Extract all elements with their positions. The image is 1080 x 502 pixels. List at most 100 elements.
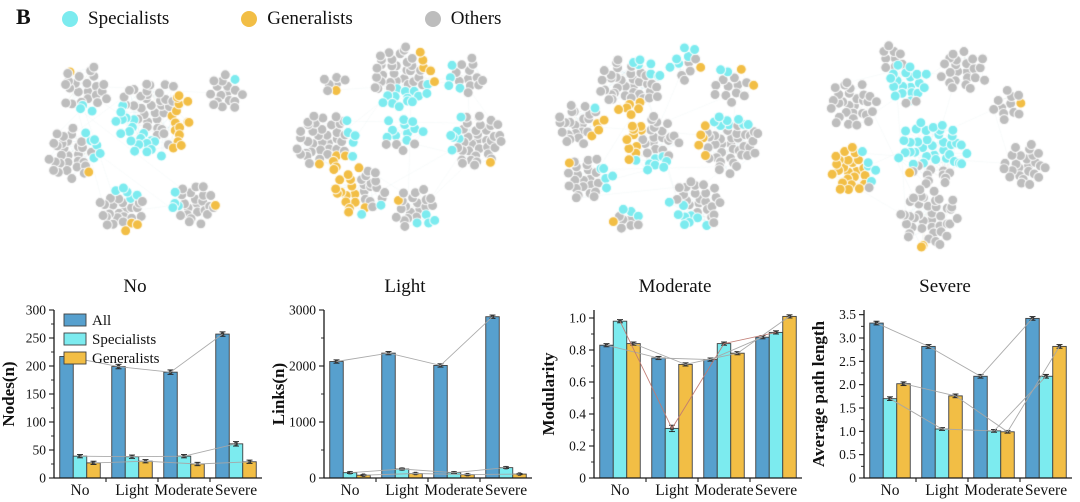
chart-nodes: 0 50 100 150 200 250 300 No Light Moderate Severe N… (0, 300, 270, 502)
network-panel-light (270, 30, 540, 276)
network-canvas-light (273, 31, 537, 275)
bar (626, 343, 641, 479)
bar (242, 461, 257, 479)
x-category-label: Moderate (424, 482, 484, 499)
y-tick-label: 0.2 (569, 439, 586, 454)
network-canvas-severe (813, 31, 1077, 275)
network-panel-severe (810, 30, 1080, 276)
trend-line (876, 318, 1033, 377)
y-tick-label: 0 (309, 471, 316, 486)
x-category-label: Moderate (964, 482, 1024, 499)
x-category-label: No (341, 482, 360, 499)
network-label-moderate: Moderate (638, 276, 712, 297)
x-category-label: No (611, 482, 630, 499)
bar (599, 344, 614, 479)
y-tick-label: 0.6 (569, 375, 586, 390)
network-label-light: Light (384, 276, 426, 297)
bar (1000, 431, 1015, 479)
y-axis-title: Average path length (810, 320, 828, 467)
legend-item-others: Others (424, 8, 502, 30)
y-axis-title: Links(n) (270, 363, 288, 425)
y-tick-label: 2000 (289, 359, 316, 374)
x-category-label: Light (385, 482, 419, 499)
bar (651, 357, 666, 479)
bar (381, 352, 396, 479)
bar-chart-svg: 0 50 100 150 200 250 300 No Light Moderate Severe N… (0, 303, 262, 499)
x-category-label: Severe (485, 482, 527, 499)
y-tick-label: 2.5 (839, 354, 856, 369)
trend-line (363, 473, 520, 476)
trend-line (633, 316, 790, 365)
y-tick-label: 250 (26, 331, 47, 346)
trend-line (66, 333, 223, 373)
x-category-label: Severe (215, 482, 257, 499)
bar (1038, 375, 1054, 479)
y-tick-label: 0.4 (569, 407, 586, 422)
y-tick-label: 300 (26, 303, 47, 318)
others-dot-icon (424, 11, 441, 27)
trend-line (349, 467, 507, 474)
bar (730, 352, 745, 479)
bar (433, 364, 448, 479)
bar (703, 359, 718, 479)
y-tick-label: 100 (26, 415, 47, 430)
bar (485, 316, 500, 479)
network-canvas-moderate (543, 31, 807, 275)
bar (72, 455, 88, 479)
y-tick-label: 1000 (289, 415, 316, 430)
y-axis-title: Modularity (540, 352, 558, 436)
y-tick-label: 0 (849, 471, 856, 486)
trend-line (903, 346, 1060, 433)
trend-line (93, 460, 250, 465)
inset-legend-label: All (92, 313, 111, 329)
y-tick-label: 3.0 (839, 331, 856, 346)
bar (948, 395, 963, 479)
bar (755, 336, 770, 479)
chart-modularity: 0 0.2 0.4 0.6 0.8 1.0 No Light Moderate Severe Mod… (539, 300, 810, 502)
x-category-label: No (71, 482, 90, 499)
trend-line (889, 375, 1047, 432)
y-tick-label: 50 (33, 443, 47, 458)
bar (882, 398, 898, 479)
panel-letter: B (16, 4, 31, 29)
inset-legend-swatch (63, 332, 87, 346)
y-tick-label: 150 (26, 387, 47, 402)
bar (664, 427, 680, 479)
network-row (0, 30, 1080, 276)
bar (782, 315, 797, 479)
chart-average-path-length: 0 0.5 1.0 1.5 2.0 2.5 3.0 3.5 No Light Moderate Sev… (809, 300, 1080, 502)
y-tick-label: 0 (579, 471, 586, 486)
bar (921, 345, 936, 479)
inset-legend-swatch (63, 313, 87, 327)
x-category-label: Moderate (694, 482, 754, 499)
inset-legend-label: Specialists (92, 332, 156, 348)
y-tick-label: 1.0 (839, 424, 856, 439)
trend-line (336, 316, 493, 366)
bar (768, 331, 784, 479)
bar (612, 320, 628, 479)
bar-chart-svg: 0 0.5 1.0 1.5 2.0 2.5 3.0 3.5 No Light Moderate Sev… (809, 307, 1072, 499)
bar (869, 322, 884, 479)
inset-legend-label: Generalists (92, 351, 160, 367)
bar (896, 383, 911, 479)
trend-line (606, 336, 763, 361)
bar (59, 356, 74, 479)
bar-chart-svg: 0 1000 2000 3000 No Light Moderate Severe Links(… (269, 303, 532, 499)
legend-label-others: Others (450, 8, 502, 29)
bar (215, 333, 230, 479)
y-tick-label: 1.0 (569, 311, 586, 326)
x-category-label: Light (655, 482, 689, 499)
legend-label-generalists: Generalists (267, 8, 353, 29)
x-category-label: Severe (755, 482, 797, 499)
generalists-dot-icon (241, 11, 258, 27)
bar-chart-svg: 0 0.2 0.4 0.6 0.8 1.0 No Light Moderate Severe Mod… (539, 310, 802, 499)
bar (678, 363, 693, 479)
y-tick-label: 0.8 (569, 343, 586, 358)
bar (934, 428, 950, 479)
y-tick-label: 200 (26, 359, 47, 374)
network-label-severe: Severe (919, 276, 971, 297)
y-tick-label: 3.5 (839, 307, 856, 322)
network-label-row: No Light Moderate Severe (0, 276, 1080, 298)
bar (716, 343, 732, 479)
